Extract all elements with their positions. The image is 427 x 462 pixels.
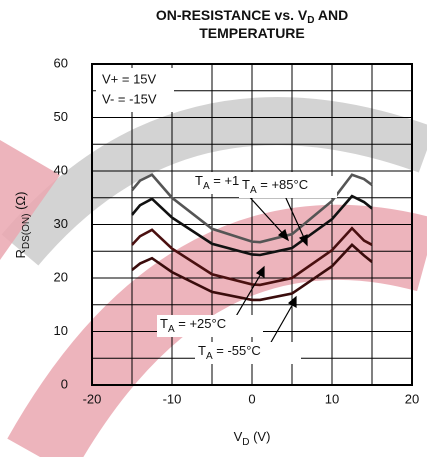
label-bg	[195, 342, 301, 364]
series-label-part: = +25°C	[175, 316, 226, 331]
line-series	[131, 194, 373, 257]
chart-title-part: ON-RESISTANCE vs. V	[156, 7, 308, 23]
x-axis-label-part: V	[234, 429, 243, 444]
y-axis-label: RDS(ON) (Ω)	[13, 192, 31, 259]
x-tick-label: 0	[248, 391, 255, 406]
note: V+ = 15V	[102, 71, 157, 86]
x-axis-label-part: D	[242, 437, 249, 448]
note-box	[96, 68, 174, 112]
series-label-part: A	[250, 185, 257, 196]
y-tick-label: 10	[54, 323, 68, 338]
y-tick-label: 60	[54, 55, 68, 70]
line-series	[131, 243, 373, 302]
y-axis-label-part: (Ω)	[13, 192, 28, 214]
curves	[131, 173, 373, 302]
y-tick-label: 40	[54, 162, 68, 177]
series-label-part: = +85°C	[257, 177, 308, 192]
y-tick-label: 0	[61, 376, 68, 391]
series-label-part: T	[198, 343, 206, 358]
labels: 0 10 20 30 40 50 60 -20 -10 0 10 20 ON-RESISTANCE vs…	[13, 7, 419, 448]
series-label: TA = -55°C	[198, 343, 261, 361]
label-bg	[239, 176, 337, 198]
y-tick-label: 20	[54, 269, 68, 284]
series-label-part: T	[242, 177, 250, 192]
x-tick-label: 20	[405, 391, 419, 406]
series-label: TA = +85°C	[242, 177, 308, 195]
x-tick-label: -10	[163, 391, 182, 406]
chart-title-part: D	[307, 15, 314, 26]
series-label-part: A	[203, 181, 210, 192]
series-label-part: A	[206, 351, 213, 362]
line-series	[131, 226, 373, 287]
y-tick-label: 50	[54, 109, 68, 124]
chart-title-part: TEMPERATURE	[199, 25, 305, 41]
y-axis-label-part: DS(ON)	[21, 214, 32, 250]
x-axis-label-part: (V)	[249, 429, 270, 444]
chart-title: TEMPERATURE	[199, 25, 305, 41]
x-axis-label: VD (V)	[234, 429, 271, 447]
x-tick-label: 10	[325, 391, 339, 406]
series-label-part: = -55°C	[213, 343, 261, 358]
x-tick-label: -20	[83, 391, 102, 406]
y-tick-label: 30	[54, 216, 68, 231]
series-label-part: T	[160, 316, 168, 331]
chart-title: ON-RESISTANCE vs. VD AND	[156, 7, 348, 26]
arrows	[234, 191, 308, 345]
note: V- = -15V	[102, 91, 157, 106]
series-label: TA = +25°C	[160, 316, 226, 334]
y-axis-label-part: R	[13, 249, 28, 258]
label-bg	[157, 315, 263, 337]
chart-title-part: AND	[314, 7, 348, 23]
line-series	[131, 173, 373, 244]
plot-frame	[91, 63, 413, 386]
series-label-part: A	[168, 324, 175, 335]
series-label-part: T	[195, 173, 203, 188]
